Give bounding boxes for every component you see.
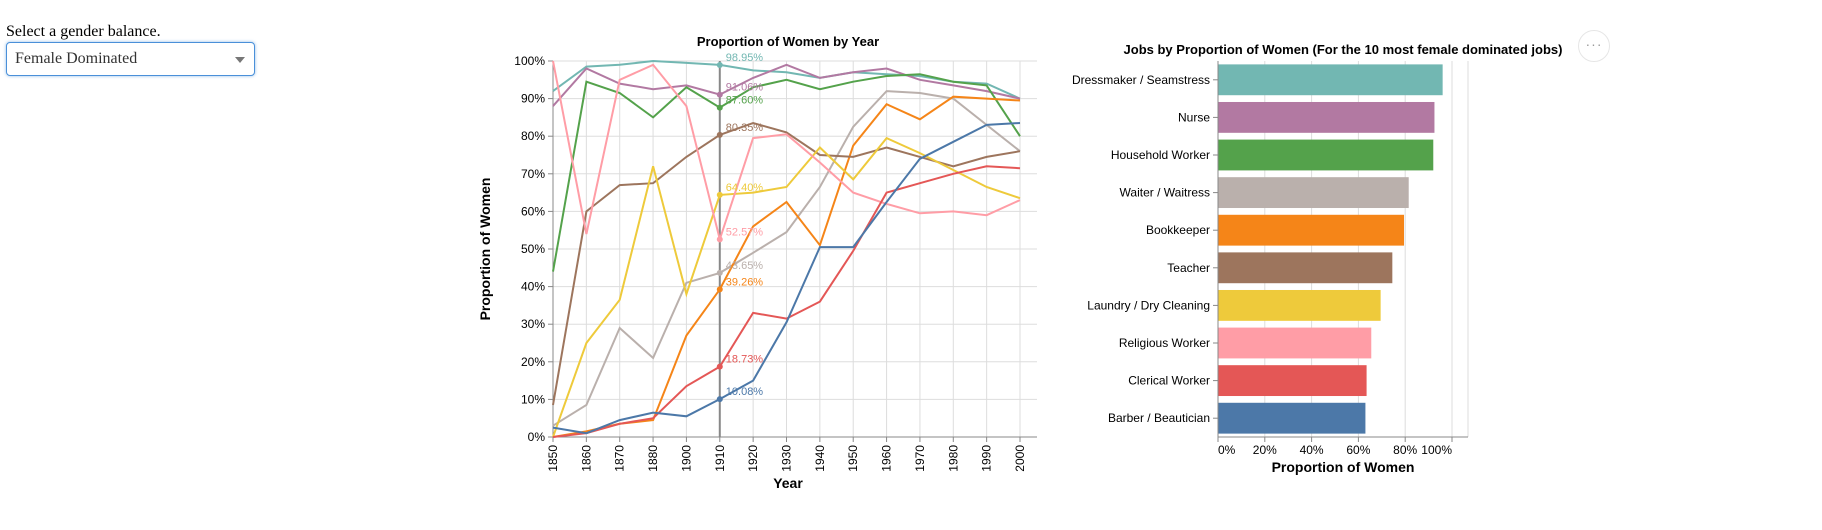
series-line-laundry-dry-cleaning — [552, 136, 1021, 438]
series-line-religious-worker — [552, 60, 1021, 243]
x-tick-label: 2000 — [1013, 445, 1027, 472]
hover-value-label: 87.60% — [726, 95, 764, 107]
hover-value-label: 64.40% — [726, 182, 764, 194]
x-tick-label: 1920 — [746, 445, 760, 472]
hover-value-label: 52.57% — [726, 226, 764, 238]
y-tick-label: 80% — [521, 129, 545, 143]
hover-point-waiter-waitress — [716, 269, 723, 276]
y-tick-label: 0% — [528, 430, 546, 444]
hover-point-clerical-worker — [716, 363, 723, 370]
x-tick-label: 1950 — [846, 445, 860, 472]
gender-balance-select[interactable]: Female Dominated — [6, 42, 255, 76]
hover-point-bookkeeper — [716, 286, 723, 293]
hover-point-dressmaker-seamstress — [716, 61, 723, 68]
y-tick-label: 90% — [521, 92, 545, 106]
bar-category-label: Teacher — [1167, 261, 1210, 275]
gender-balance-selected-value: Female Dominated — [15, 50, 138, 67]
bar-household-worker — [1218, 139, 1434, 171]
bar-clerical-worker — [1218, 365, 1367, 397]
series-line-household-worker — [552, 73, 1021, 272]
bar-x-tick-label: 60% — [1346, 443, 1370, 457]
hover-point-laundry-dry-cleaning — [716, 191, 723, 198]
hover-point-teacher — [716, 131, 723, 138]
bar-category-label: Barber / Beautician — [1108, 411, 1210, 425]
bar-barber-beautician — [1218, 402, 1366, 434]
hover-value-label: 43.65% — [726, 260, 764, 272]
y-tick-label: 60% — [521, 204, 545, 218]
y-tick-label: 20% — [521, 355, 545, 369]
hover-value-label: 91.06% — [726, 82, 764, 94]
x-tick-label: 1970 — [913, 445, 927, 472]
chart-actions-menu-button[interactable]: ··· — [1578, 30, 1610, 62]
bar-x-axis-title: Proportion of Women — [1272, 459, 1415, 475]
bar-category-label: Bookkeeper — [1146, 223, 1210, 237]
gender-balance-label: Select a gender balance. — [6, 23, 161, 40]
hover-value-label: 80.35% — [726, 122, 764, 134]
x-axis-title: Year — [773, 475, 803, 491]
x-tick-label: 1990 — [980, 445, 994, 472]
bar-x-tick-label: 100% — [1421, 443, 1452, 457]
hover-value-label: 39.26% — [726, 276, 764, 288]
x-tick-label: 1880 — [646, 445, 660, 472]
bar-category-label: Waiter / Waitress — [1120, 186, 1210, 200]
x-tick-label: 1940 — [813, 445, 827, 472]
bar-x-tick-label: 80% — [1393, 443, 1417, 457]
series-line-teacher — [552, 121, 1021, 406]
x-tick-label: 1930 — [780, 445, 794, 472]
bar-waiter-waitress — [1218, 177, 1409, 209]
bar-category-label: Clerical Worker — [1128, 374, 1210, 388]
x-tick-label: 1910 — [713, 445, 727, 472]
hover-point-household-worker — [716, 104, 723, 111]
x-tick-label: 1860 — [579, 445, 593, 472]
bar-religious-worker — [1218, 327, 1372, 359]
line-chart: 0% 10% 20% 30% 40% 50% 60% 70% 80% 90% 100% 1850 186… — [477, 34, 1037, 491]
chevron-down-icon[interactable] — [235, 57, 245, 63]
x-tick-label: 1870 — [613, 445, 627, 472]
y-tick-label: 40% — [521, 280, 545, 294]
bar-x-tick-label: 0% — [1218, 443, 1236, 457]
bar-x-tick-label: 40% — [1300, 443, 1324, 457]
chart-title: Proportion of Women by Year — [697, 34, 879, 49]
x-tick-label: 1980 — [946, 445, 960, 472]
hover-point-barber-beautician — [716, 396, 723, 403]
bar-category-label: Religious Worker — [1119, 336, 1210, 350]
y-tick-label: 10% — [521, 392, 545, 406]
y-tick-label: 30% — [521, 317, 545, 331]
bar-teacher — [1218, 252, 1393, 284]
series-line-clerical-worker — [552, 165, 1021, 438]
series-line-barber-beautician — [552, 122, 1021, 435]
bar-category-label: Dressmaker / Seamstress — [1072, 73, 1210, 87]
series-line-waiter-waitress — [552, 90, 1021, 427]
x-tick-label: 1900 — [679, 445, 693, 472]
x-tick-label: 1960 — [880, 445, 894, 472]
x-tick-label: 1850 — [546, 445, 560, 472]
bar-category-label: Household Worker — [1111, 148, 1210, 162]
hover-value-label: 18.73% — [726, 354, 764, 366]
y-tick-label: 50% — [521, 242, 545, 256]
hover-value-label: 98.95% — [726, 52, 764, 64]
bar-x-tick-label: 20% — [1253, 443, 1277, 457]
y-axis-title: Proportion of Women — [477, 178, 493, 321]
bar-chart: 0% 20% 40% 60% 80% 100% Dressmaker / Seamstres… — [1072, 42, 1562, 475]
hover-value-label: 10.08% — [726, 386, 764, 398]
bar-category-label: Nurse — [1178, 110, 1210, 124]
bar-nurse — [1218, 101, 1435, 133]
series-line-nurse — [552, 63, 1021, 107]
bar-bookkeeper — [1218, 214, 1405, 246]
hover-point-religious-worker — [716, 236, 723, 243]
y-tick-label: 100% — [514, 54, 545, 68]
bar-chart-title: Jobs by Proportion of Women (For the 10 … — [1124, 42, 1563, 57]
bar-category-label: Laundry / Dry Cleaning — [1087, 298, 1210, 312]
bar-dressmaker-seamstress — [1218, 64, 1443, 96]
y-tick-label: 70% — [521, 167, 545, 181]
hover-point-nurse — [716, 91, 723, 98]
bar-laundry-dry-cleaning — [1218, 289, 1381, 321]
